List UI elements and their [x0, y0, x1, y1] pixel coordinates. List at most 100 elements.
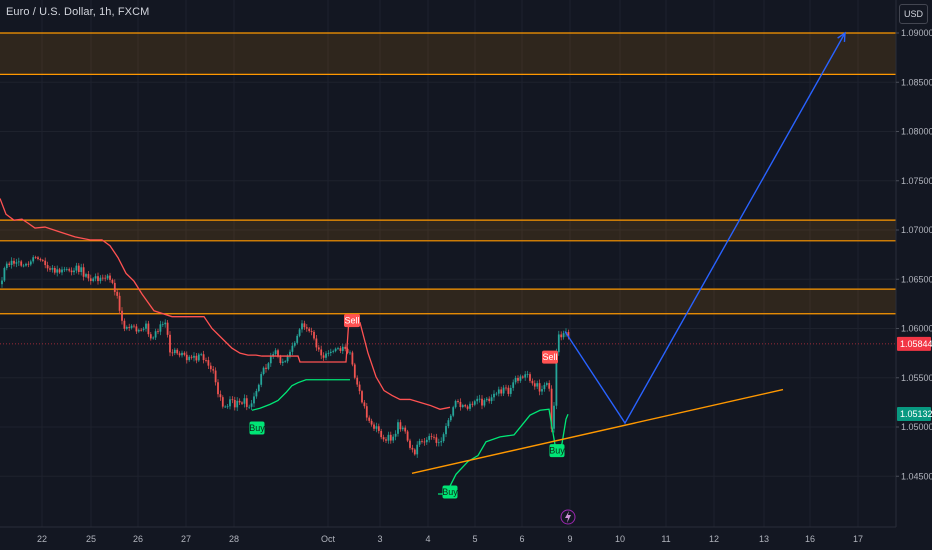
candle [221, 397, 224, 407]
candle [39, 259, 42, 261]
candle [435, 437, 438, 443]
y-tick-label: 1.08000 [901, 127, 932, 137]
candle [202, 354, 205, 361]
candle [562, 333, 565, 338]
candle [406, 431, 409, 441]
candle [557, 334, 560, 353]
candle [82, 267, 85, 277]
candle [87, 274, 90, 279]
candle [500, 389, 503, 394]
candle [53, 267, 56, 273]
candle [274, 350, 277, 355]
candle [517, 377, 519, 381]
candle [68, 269, 71, 271]
candle [293, 342, 296, 346]
candle [142, 328, 145, 330]
candle [260, 374, 263, 385]
candle [3, 268, 6, 281]
candle [329, 351, 332, 354]
candle [289, 351, 291, 357]
candle [267, 363, 270, 369]
candle [262, 367, 265, 375]
x-tick-label: 25 [86, 534, 96, 544]
candle [332, 351, 335, 352]
x-tick-label: 16 [805, 534, 815, 544]
candle [377, 426, 380, 431]
candle [25, 263, 27, 266]
x-tick-label: 13 [759, 534, 769, 544]
currency-button[interactable]: USD [899, 4, 928, 24]
candle [245, 398, 248, 407]
candle [478, 398, 481, 400]
candle [284, 361, 287, 363]
y-tick-label: 1.05500 [901, 373, 932, 383]
signal-label: Sell [542, 352, 557, 362]
candle [286, 356, 289, 362]
candle [27, 263, 30, 265]
candle [169, 334, 171, 353]
candle [63, 269, 66, 271]
projection-path[interactable] [564, 32, 846, 425]
y-tick-label: 1.04500 [901, 471, 932, 481]
y-tick-label: 1.06500 [901, 274, 932, 284]
candle [29, 261, 32, 265]
candle [140, 329, 143, 331]
candle [373, 424, 375, 429]
candle [303, 323, 306, 328]
candle [111, 279, 114, 283]
candle [385, 439, 387, 441]
candle [370, 420, 373, 425]
candle [298, 329, 301, 336]
candle [70, 270, 73, 273]
candle [97, 276, 99, 282]
support-trendline[interactable] [411, 388, 784, 474]
y-tick-label: 1.07500 [901, 176, 932, 186]
candle [109, 275, 111, 280]
sell-signal: Sell [344, 314, 360, 328]
candle [125, 326, 128, 329]
supertrend-down-line [0, 198, 451, 410]
secondary-price-tag-bg [897, 406, 931, 421]
x-tick-label: 17 [853, 534, 863, 544]
candle [226, 406, 229, 408]
candle [41, 260, 44, 261]
candle [241, 402, 243, 404]
candle [533, 383, 536, 387]
candle [488, 398, 491, 402]
signal-label: Sell [344, 316, 359, 326]
symbol-title: Euro / U.S. Dollar, 1h, FXCM [6, 6, 150, 18]
candle [325, 353, 327, 358]
candle [363, 402, 366, 407]
candle [152, 337, 155, 339]
candle [476, 398, 479, 402]
candle [17, 261, 20, 263]
candle [197, 354, 200, 361]
candle [104, 277, 107, 279]
candle [346, 348, 349, 353]
candle [404, 427, 407, 432]
candle [512, 382, 515, 388]
candle [473, 401, 476, 405]
x-tick-label: 28 [229, 534, 239, 544]
candle [416, 444, 419, 455]
candle [409, 440, 411, 448]
candle [322, 355, 325, 358]
candle [188, 356, 191, 361]
y-tick-label: 1.08500 [901, 77, 932, 87]
candle [5, 263, 8, 269]
candle [440, 441, 443, 443]
candle [421, 440, 423, 442]
candle [183, 352, 186, 355]
lightning-event-icon[interactable] [560, 509, 576, 525]
candle [229, 399, 231, 407]
candle [133, 325, 135, 327]
buy-signal: Buy [442, 485, 458, 499]
candle [514, 377, 517, 383]
signal-label: Buy [442, 487, 458, 497]
candle [337, 348, 339, 349]
candle [339, 348, 342, 351]
candle [526, 374, 529, 375]
candle [493, 393, 495, 398]
